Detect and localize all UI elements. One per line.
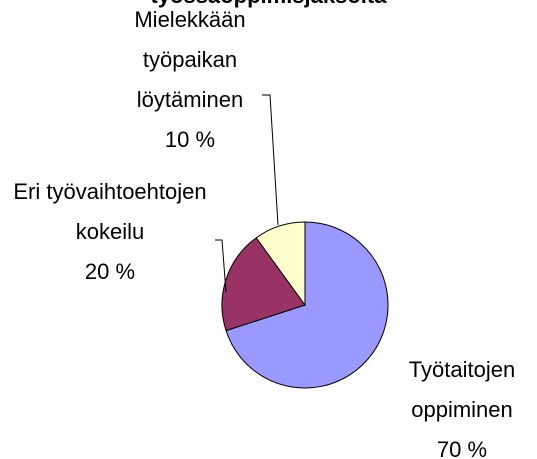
- value-label: 70 %: [436, 437, 488, 459]
- leader-line: [262, 94, 279, 226]
- data-label: Mielekkään työpaikan löytäminen 10 %: [90, 0, 290, 160]
- pie-slice: [255, 221, 306, 307]
- pie-slice: [225, 221, 389, 389]
- value-label: 10 %: [164, 127, 216, 152]
- value-label: 20 %: [84, 259, 136, 284]
- data-label: Työtaitojen oppiminen 70 %: [362, 350, 537, 459]
- chart-title: työssäoppimisjaksolta: [0, 0, 537, 9]
- category-label: Työtaitojen oppiminen: [408, 357, 516, 422]
- category-label: Mielekkään työpaikan löytäminen: [134, 7, 246, 112]
- pie-slice: [221, 237, 306, 332]
- data-label: Eri työvaihtoehtojen kokeilu 20 %: [10, 172, 210, 292]
- category-label: Eri työvaihtoehtojen kokeilu: [13, 179, 207, 244]
- leader-line: [215, 239, 227, 293]
